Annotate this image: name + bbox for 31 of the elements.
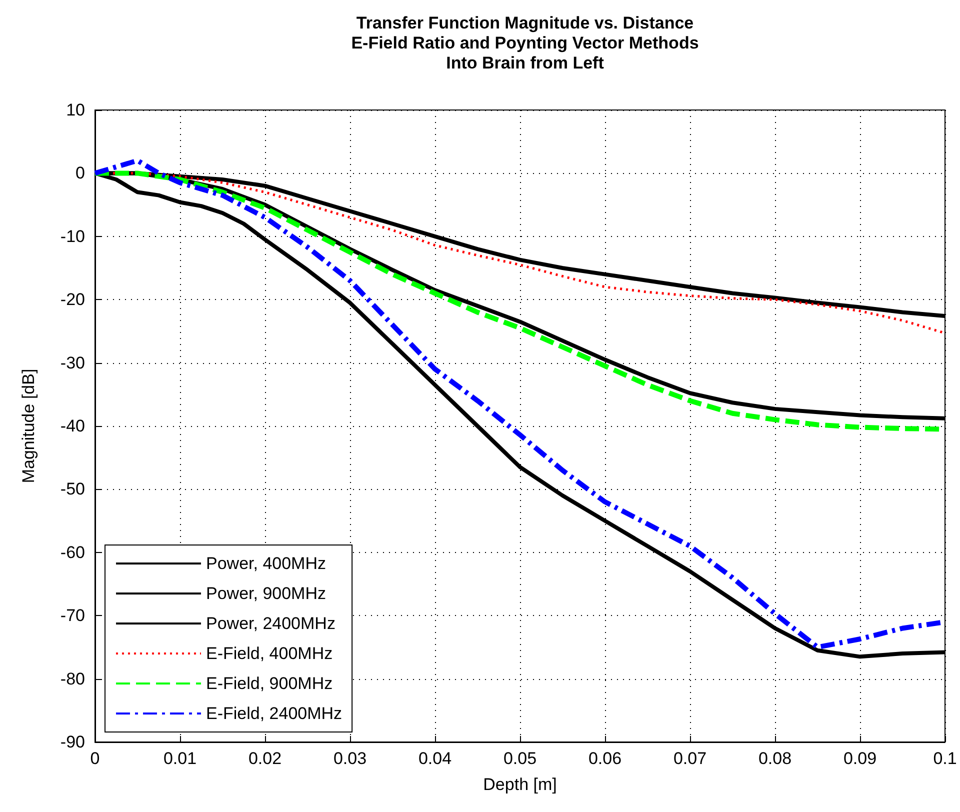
y-tick-label: -20 [60, 290, 85, 310]
y-tick-label: -90 [60, 732, 85, 752]
x-tick-label: 0.08 [758, 749, 792, 768]
y-tick-label: -70 [60, 606, 85, 626]
y-axis-title: Magnitude [dB] [19, 368, 38, 484]
legend-label: Power, 900MHz [206, 584, 326, 603]
legend-label: E-Field, 2400MHz [206, 704, 342, 723]
x-tick-label: 0 [90, 749, 100, 768]
x-tick-label: 0.05 [503, 749, 537, 768]
y-tick-label: 10 [66, 100, 85, 120]
y-tick-label: -40 [60, 416, 85, 436]
x-axis-title: Depth [m] [483, 775, 557, 794]
y-tick-label: -80 [60, 669, 85, 688]
legend-label: Power, 400MHz [206, 554, 326, 573]
legend-label: Power, 2400MHz [206, 614, 336, 633]
x-tick-label: 0.02 [248, 749, 282, 768]
legend-label: E-Field, 900MHz [206, 674, 333, 693]
x-tick-label: 0.09 [843, 749, 877, 768]
x-tick-label: 0.03 [333, 749, 367, 768]
chart-title: Transfer Function Magnitude vs. Distance E-Field Ratio and Poynting Vector Methods Into Brain from Left [351, 14, 699, 72]
legend-label: E-Field, 400MHz [206, 644, 333, 663]
x-tick-label: 0.06 [588, 749, 622, 768]
y-tick-label: 0 [76, 164, 85, 183]
x-tick-label: 0.01 [163, 749, 197, 768]
x-tick-label: 0.04 [418, 749, 452, 768]
x-tick-label: 0.1 [933, 749, 957, 768]
y-tick-label: -10 [60, 226, 85, 246]
y-tick-label: -30 [60, 353, 85, 372]
x-tick-label: 0.07 [673, 749, 707, 768]
y-tick-label: -50 [60, 480, 85, 499]
y-tick-label: -60 [60, 542, 85, 562]
